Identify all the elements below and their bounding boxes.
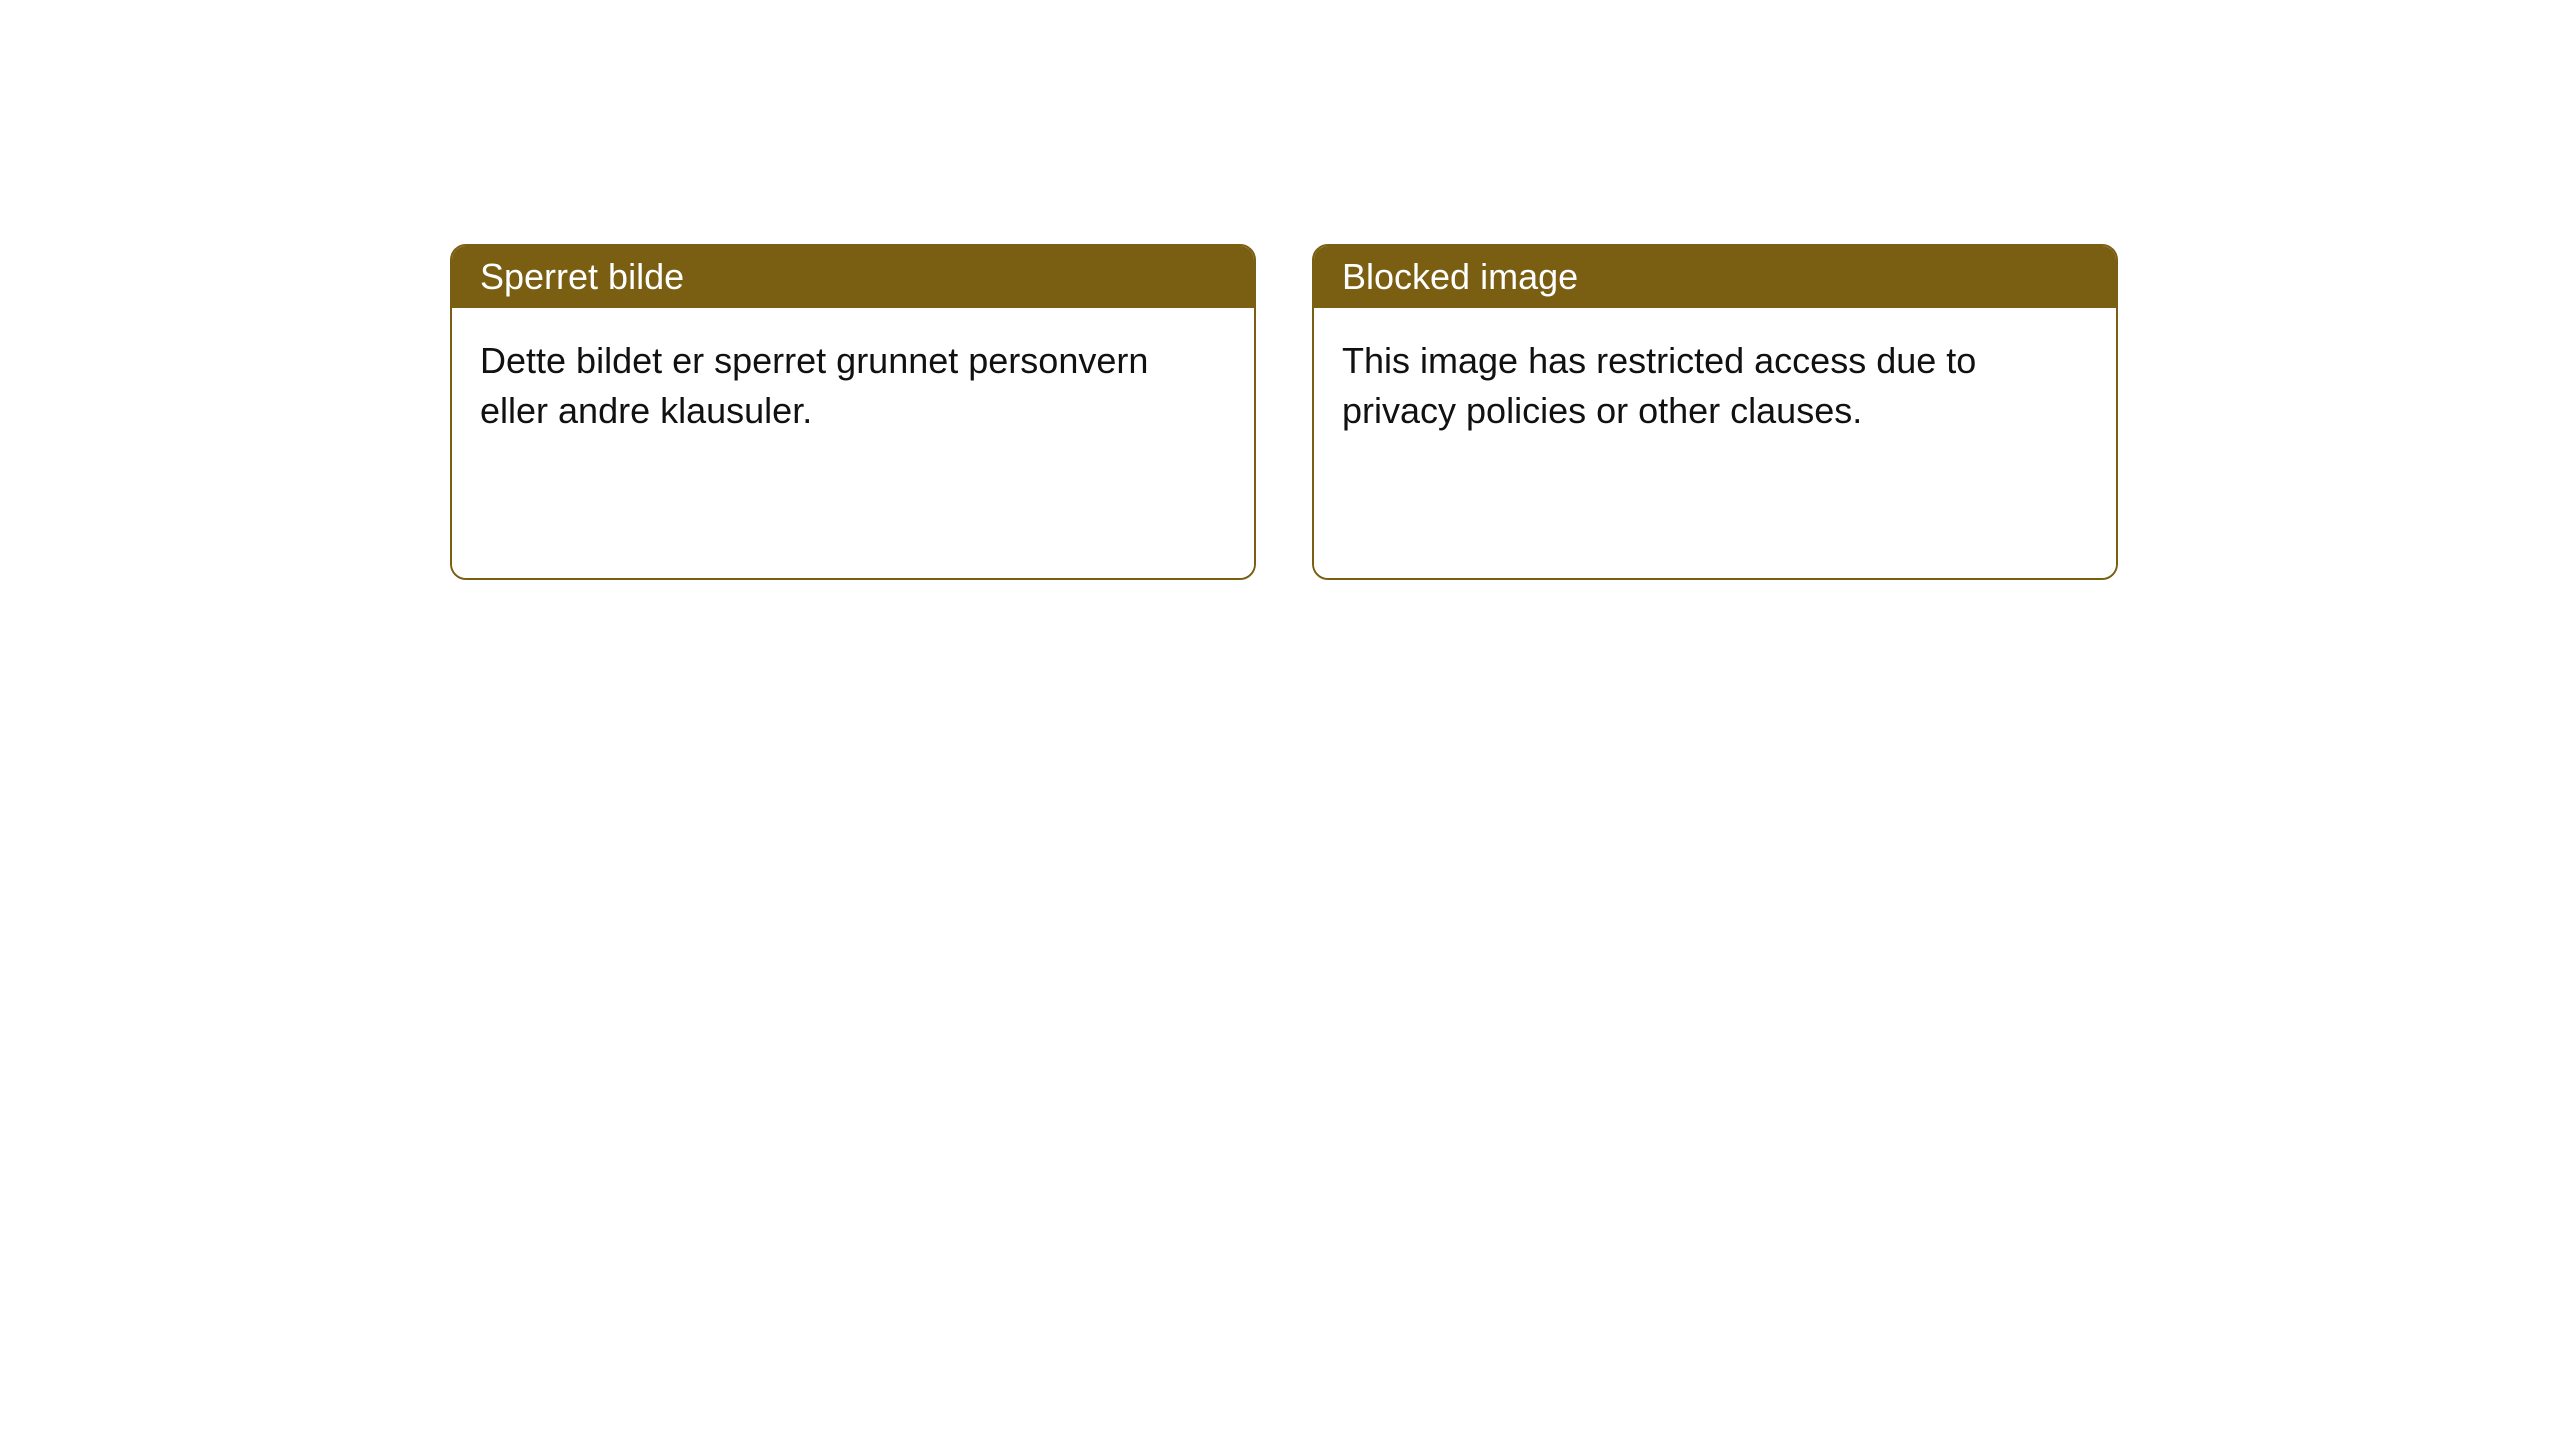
- card-body: Dette bildet er sperret grunnet personve…: [452, 308, 1254, 578]
- card-header-text: Sperret bilde: [480, 256, 684, 297]
- card-body: This image has restricted access due to …: [1314, 308, 2116, 578]
- notice-container: Sperret bilde Dette bildet er sperret gr…: [0, 0, 2560, 580]
- card-body-text: Dette bildet er sperret grunnet personve…: [480, 340, 1148, 431]
- card-body-text: This image has restricted access due to …: [1342, 340, 1976, 431]
- card-header: Sperret bilde: [452, 246, 1254, 308]
- notice-card-english: Blocked image This image has restricted …: [1312, 244, 2118, 580]
- card-header-text: Blocked image: [1342, 256, 1578, 297]
- notice-card-norwegian: Sperret bilde Dette bildet er sperret gr…: [450, 244, 1256, 580]
- card-header: Blocked image: [1314, 246, 2116, 308]
